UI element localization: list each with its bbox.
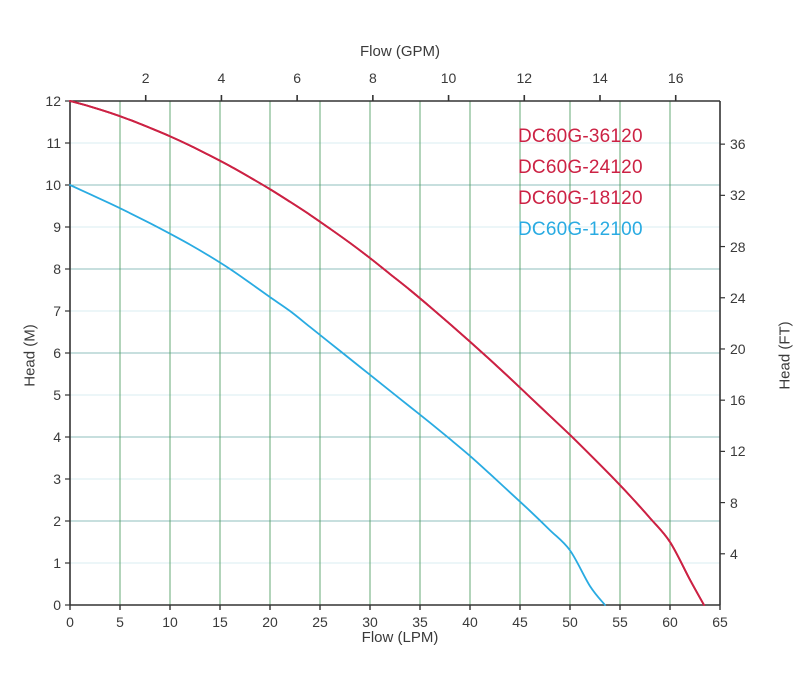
axis-ticks — [65, 95, 725, 610]
tick-label-bottom: 10 — [162, 614, 178, 630]
tick-label-bottom: 15 — [212, 614, 228, 630]
tick-label-top: 8 — [368, 70, 377, 86]
tick-label-top: 14 — [592, 70, 608, 86]
tick-label-bottom: 25 — [312, 614, 328, 630]
tick-label-right: 28 — [730, 238, 746, 255]
series-curve-dc60g-12100 — [69, 184, 606, 606]
tick-label-left: 9 — [53, 219, 61, 235]
legend-item-dc60g-12100: DC60G-12100 — [518, 219, 643, 240]
tick-label-left: 4 — [53, 429, 61, 445]
tick-label-right: 36 — [730, 136, 746, 153]
tick-label-bottom: 45 — [512, 614, 528, 630]
tick-label-top: 2 — [141, 70, 150, 86]
tick-label-top: 6 — [293, 70, 302, 86]
top-axis-title: Flow (GPM) — [360, 43, 440, 60]
tick-label-bottom: 0 — [66, 614, 74, 630]
tick-label-bottom: 40 — [462, 614, 478, 630]
tick-label-bottom: 35 — [412, 614, 428, 630]
tick-label-right: 20 — [730, 340, 746, 357]
tick-label-top: 4 — [217, 70, 226, 86]
vertical-gridlines — [119, 101, 671, 605]
tick-label-left: 11 — [46, 135, 61, 151]
series-curve-dc60g-18120 — [69, 100, 705, 606]
tick-label-right: 8 — [730, 494, 738, 511]
legend-item-dc60g-18120: DC60G-18120 — [518, 188, 643, 209]
tick-label-top: 10 — [440, 70, 457, 86]
series-curves — [69, 100, 705, 606]
tick-label-bottom: 20 — [262, 614, 278, 630]
tick-label-bottom: 60 — [662, 614, 678, 630]
tick-label-bottom: 30 — [362, 614, 378, 630]
tick-label-left: 10 — [45, 177, 61, 193]
tick-label-left: 12 — [45, 93, 61, 109]
tick-label-right: 16 — [730, 392, 746, 409]
tick-label-left: 7 — [53, 303, 61, 319]
tick-label-left: 6 — [53, 345, 61, 361]
tick-label-right: 4 — [730, 545, 738, 562]
tick-label-right: 24 — [730, 289, 746, 306]
tick-label-bottom: 5 — [116, 614, 124, 630]
legend-item-dc60g-24120: DC60G-24120 — [518, 157, 643, 178]
tick-label-bottom: 50 — [562, 614, 578, 630]
tick-label-left: 0 — [53, 597, 61, 613]
tick-label-right: 12 — [730, 443, 746, 460]
tick-label-bottom: 65 — [712, 614, 728, 630]
tick-label-left: 5 — [53, 387, 61, 403]
legend-item-dc60g-36120: DC60G-36120 — [518, 126, 643, 147]
tick-label-top: 16 — [667, 70, 684, 86]
tick-label-bottom: 55 — [612, 614, 628, 630]
horizontal-gridlines-minor — [70, 142, 720, 564]
tick-label-right: 32 — [730, 187, 746, 204]
tick-label-left: 1 — [53, 555, 61, 571]
tick-label-left: 2 — [53, 513, 61, 529]
bottom-axis-title: Flow (LPM) — [361, 629, 439, 646]
tick-label-top: 12 — [516, 70, 533, 86]
tick-label-left: 8 — [53, 261, 61, 277]
tick-label-left: 3 — [53, 471, 61, 487]
